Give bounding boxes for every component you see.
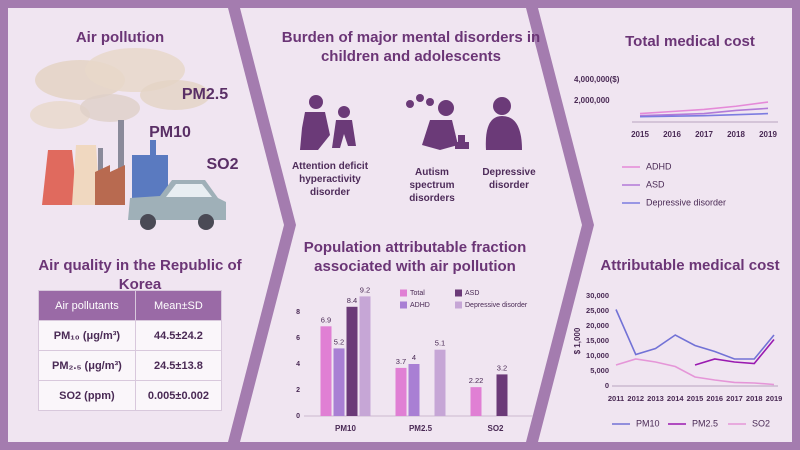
- legend-label: ADHD: [646, 161, 672, 171]
- line: [639, 101, 769, 115]
- y-tick-label: 4: [296, 361, 300, 368]
- y-tick-label: 15,000: [586, 336, 609, 345]
- y-tick-label: 10,000: [586, 351, 609, 360]
- legend-label: Total: [410, 290, 425, 297]
- x-tick-label: 2016: [706, 394, 723, 403]
- cell: PM₁₀ (μg/m³): [38, 320, 136, 351]
- section-title: Air pollution: [75, 29, 165, 46]
- bar-value-label: 4: [412, 353, 416, 362]
- pollutant-label: PM2.5: [181, 86, 229, 103]
- bar-value-label: 5.1: [435, 339, 445, 348]
- cell: 0.005±0.002: [134, 380, 223, 411]
- legend-label: ASD: [646, 179, 665, 189]
- x-tick-label: 2019: [759, 130, 777, 139]
- y-tick-label: 25,000: [586, 306, 609, 315]
- y-tick-label: 0: [605, 381, 609, 390]
- legend-label: ADHD: [410, 302, 430, 309]
- legend-swatch: [455, 301, 462, 309]
- line: [639, 107, 769, 117]
- pollutant-label: SO2: [206, 156, 239, 173]
- air-quality-table: Air pollutants Mean±SD PM₁₀ (μg/m³) 44.5…: [38, 290, 223, 411]
- bar-value-label: 9.2: [360, 285, 370, 294]
- bar-value-label: 2.22: [469, 376, 484, 385]
- bar: [333, 348, 345, 416]
- y-tick-label: 8: [296, 309, 300, 316]
- line: [615, 358, 775, 386]
- bar: [470, 387, 482, 416]
- y-tick-label: 2,000,000: [574, 96, 610, 105]
- cell: PM₂.₅ (μg/m³): [38, 350, 136, 381]
- x-tick-label: 2018: [727, 130, 745, 139]
- bar: [496, 374, 508, 416]
- legend-label: SO2: [752, 418, 770, 428]
- header-cell: Mean±SD: [134, 290, 223, 321]
- bar-value-label: 8.4: [347, 296, 357, 305]
- pollutant-label: PM10: [149, 124, 191, 141]
- y-axis-label: $ 1,000: [573, 327, 582, 354]
- legend-swatch: [400, 289, 407, 297]
- y-tick-label: 4,000,000($): [574, 75, 620, 84]
- y-tick-label: 5,000: [590, 366, 609, 375]
- legend-swatch: [455, 289, 462, 297]
- x-tick-label: 2011: [608, 394, 624, 403]
- x-tick-label: 2015: [631, 130, 649, 139]
- table-row: PM₂.₅ (μg/m³) 24.5±13.8: [38, 350, 223, 381]
- x-tick-label: 2013: [647, 394, 664, 403]
- x-tick-label: 2015: [687, 394, 704, 403]
- line: [694, 338, 775, 366]
- cell: 44.5±24.2: [134, 320, 223, 351]
- x-tick-label: PM10: [335, 424, 356, 433]
- cell: SO2 (ppm): [38, 380, 136, 411]
- y-tick-label: 2: [296, 387, 300, 394]
- section-title: Air quality in the Republic of Korea: [38, 257, 242, 293]
- pollution-illustration: [30, 48, 226, 230]
- x-tick-label: 2012: [627, 394, 644, 403]
- mental-icons: [300, 94, 522, 150]
- y-tick-label: 6: [296, 335, 300, 342]
- bar-value-label: 3.7: [396, 357, 406, 366]
- y-tick-label: 30,000: [586, 291, 609, 300]
- x-tick-label: 2019: [766, 394, 783, 403]
- legend-label: Depressive disorder: [646, 197, 726, 207]
- legend-swatch: [400, 301, 407, 309]
- x-tick-label: 2016: [663, 130, 681, 139]
- legend-label: Depressive disorder: [465, 302, 528, 309]
- bar: [408, 364, 420, 416]
- legend-label: PM10: [636, 418, 660, 428]
- legend-label: ASD: [465, 290, 479, 297]
- bar-value-label: 6.9: [321, 315, 331, 324]
- bar: [395, 367, 407, 416]
- x-tick-label: 2017: [695, 130, 713, 139]
- chart-title: Population attributable fraction associa…: [303, 239, 527, 275]
- cell: 24.5±13.8: [134, 350, 223, 381]
- x-tick-label: 2017: [726, 394, 743, 403]
- disorder-label: Attention deficit hyperactivity disorder: [291, 161, 369, 198]
- chart-title: Attributable medical cost: [600, 257, 780, 274]
- section-title: Burden of major mental disorders in chil…: [281, 29, 541, 65]
- x-tick-label: SO2: [487, 424, 504, 433]
- y-tick-label: 20,000: [586, 321, 609, 330]
- table-row: SO2 (ppm) 0.005±0.002: [38, 380, 223, 411]
- table-header: Air pollutants Mean±SD: [38, 290, 223, 321]
- x-tick-label: 2018: [746, 394, 763, 403]
- bar: [346, 306, 358, 416]
- bar: [359, 296, 371, 416]
- panel: [538, 8, 792, 442]
- bar: [320, 326, 332, 416]
- legend-label: PM2.5: [692, 418, 718, 428]
- chart-title: Total medical cost: [625, 33, 755, 50]
- line: [639, 112, 769, 118]
- y-tick-label: 0: [296, 413, 300, 420]
- bar-value-label: 3.2: [497, 363, 507, 372]
- header-cell: Air pollutants: [38, 290, 136, 321]
- bar-value-label: 5.2: [334, 337, 344, 346]
- disorder-label: Depressive disorder: [482, 167, 536, 191]
- line: [615, 309, 775, 360]
- x-tick-label: PM2.5: [409, 424, 433, 433]
- table-row: PM₁₀ (μg/m³) 44.5±24.2: [38, 320, 223, 351]
- x-tick-label: 2014: [667, 394, 685, 403]
- bar: [434, 349, 446, 416]
- disorder-label: Autism spectrum disorders: [409, 167, 455, 204]
